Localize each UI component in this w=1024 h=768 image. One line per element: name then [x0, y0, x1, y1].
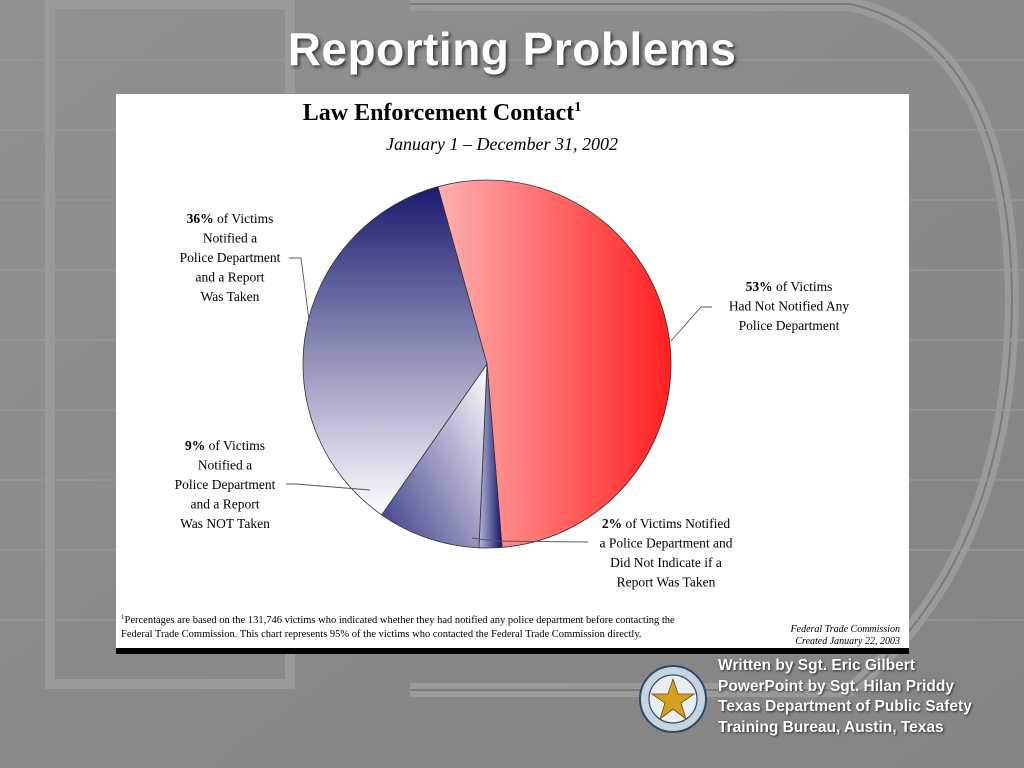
credit-line-department: Texas Department of Public Safety	[718, 698, 972, 715]
label-36-text: of Victims	[214, 211, 274, 226]
label-9-line-4: and a Report	[191, 497, 260, 512]
credit-line-bureau: Training Bureau, Austin, Texas	[718, 718, 944, 736]
label-36-line-3: Police Department	[180, 250, 281, 265]
texas-dps-seal-icon	[639, 665, 707, 733]
credit-line-powerpoint: PowerPoint by Sgt. Hilan Priddy	[718, 677, 954, 695]
source-line-1: Federal Trade Commission	[790, 624, 900, 635]
chart-panel: Law Enforcement Contact1 January 1 – Dec…	[116, 94, 909, 654]
footnote-line-1-text: Percentages are based on the 131,746 vic…	[125, 615, 676, 626]
leader-line-2	[471, 537, 589, 543]
footnote-line-1: 1Percentages are based on the 131,746 vi…	[121, 613, 675, 626]
chart-title-superscript: 1	[574, 100, 581, 115]
label-9-line-2: Notified a	[198, 458, 252, 473]
label-9-line-3: Police Department	[175, 477, 276, 492]
credit-line-author: Written by Sgt. Eric Gilbert	[718, 657, 915, 674]
label-53-line-2: Had Not Notified Any	[729, 299, 850, 314]
label-2-line-1: 2% of Victims Notified	[602, 516, 731, 531]
label-9-line-1: 9% of Victims	[185, 438, 265, 453]
footnote-marker: 1	[121, 613, 125, 621]
source-line-2: Created January 22, 2003	[795, 636, 900, 647]
label-2-line-4: Report Was Taken	[617, 575, 716, 590]
slice-53-not-notified	[437, 179, 672, 548]
label-9-text: of Victims	[205, 438, 265, 453]
chart-title-text: Law Enforcement Contact	[303, 100, 575, 126]
label-36-line-5: Was Taken	[201, 289, 260, 304]
slice-36-report-taken	[302, 186, 488, 516]
leader-line-9	[286, 483, 371, 491]
slice-9-report-not-taken	[381, 362, 488, 549]
label-2-line-2: a Police Department and	[599, 536, 732, 551]
chart-title: Law Enforcement Contact1	[303, 100, 582, 126]
label-53-percent: 53%	[746, 279, 773, 294]
label-9-percent: 9%	[185, 438, 205, 453]
label-36-line-4: and a Report	[196, 270, 265, 285]
label-9-line-5: Was NOT Taken	[180, 516, 270, 531]
label-36-line-1: 36% of Victims	[187, 211, 274, 226]
label-36-line-2: Notified a	[203, 231, 257, 246]
leader-line-36	[289, 257, 310, 321]
leader-line-53	[670, 306, 712, 342]
label-53-text: of Victims	[773, 279, 833, 294]
label-2-percent: 2%	[602, 516, 622, 531]
chart-subtitle: January 1 – December 31, 2002	[386, 134, 618, 154]
slide-title: Reporting Problems	[287, 23, 737, 75]
pie-chart: Law Enforcement Contact1 January 1 – Dec…	[121, 100, 900, 647]
label-36-percent: 36%	[187, 211, 214, 226]
footnote-line-2: Federal Trade Commission. This chart rep…	[121, 629, 642, 640]
label-2-line-3: Did Not Indicate if a	[610, 555, 722, 570]
label-53-line-3: Police Department	[739, 318, 840, 333]
credits-block: Written by Sgt. Eric Gilbert PowerPoint …	[718, 656, 972, 738]
label-53-line-1: 53% of Victims	[746, 279, 833, 294]
label-2-text: of Victims Notified	[622, 516, 730, 531]
